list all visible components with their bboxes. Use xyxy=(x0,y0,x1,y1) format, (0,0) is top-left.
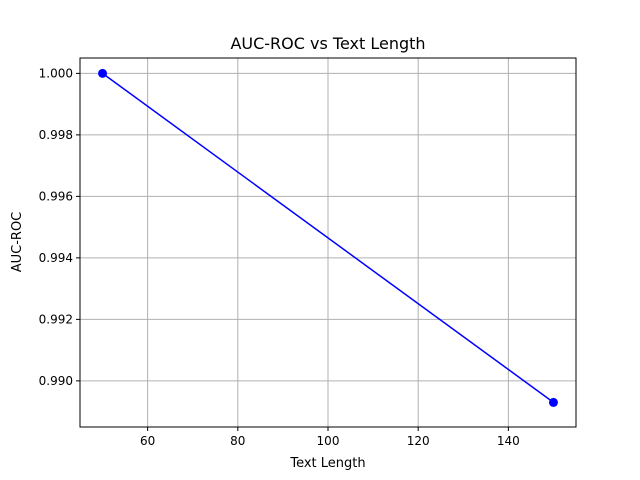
y-tick-label: 0.994 xyxy=(39,251,73,265)
x-tick-label: 60 xyxy=(140,434,155,448)
y-tick-label: 0.996 xyxy=(39,189,73,203)
x-tick-label: 120 xyxy=(407,434,430,448)
grid-lines xyxy=(80,58,576,427)
x-tick-label: 80 xyxy=(230,434,245,448)
x-axis-label: Text Length xyxy=(289,456,365,471)
x-tick-label: 100 xyxy=(317,434,340,448)
series-line xyxy=(102,72,554,404)
y-tick-label: 0.990 xyxy=(39,374,73,388)
data-point xyxy=(548,397,558,407)
tick-group: 60 80 100 120 140 0.990 0.992 0.994 0.996 0.998 1.… xyxy=(39,66,520,448)
y-axis-label: AUC-ROC xyxy=(10,212,25,273)
x-tick-label: 140 xyxy=(497,434,520,448)
y-tick-label: 0.998 xyxy=(39,128,73,142)
data-point xyxy=(98,68,108,78)
y-tick-label: 1.000 xyxy=(39,66,73,80)
series-group xyxy=(98,68,558,407)
y-tick-label: 0.992 xyxy=(39,312,73,326)
chart-title: AUC-ROC vs Text Length xyxy=(230,34,425,53)
